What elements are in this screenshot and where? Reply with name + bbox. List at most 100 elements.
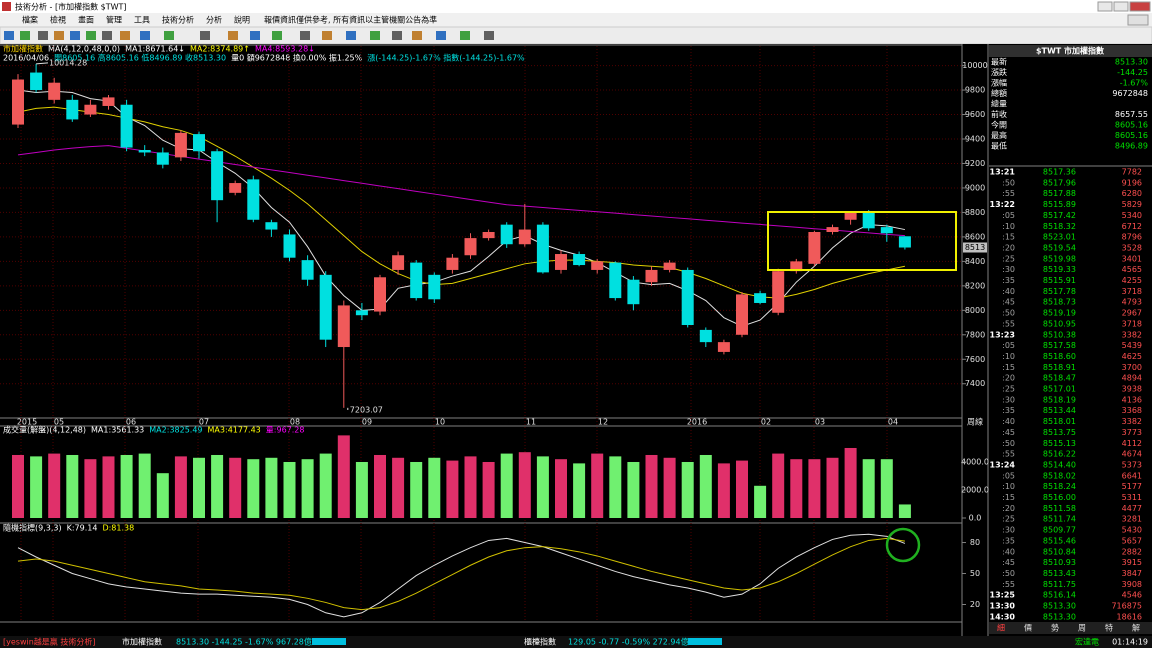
tool-button[interactable]: [228, 31, 238, 40]
volume-bar: [428, 457, 441, 518]
volume-bar: [283, 461, 296, 518]
candle-body: [573, 254, 586, 266]
y-tick-label: 9400: [965, 135, 985, 144]
menu-item[interactable]: 說明: [234, 15, 250, 25]
tick-volume: 2882: [1122, 547, 1142, 556]
quote-value: 8605.16: [1115, 121, 1148, 130]
panel-tab[interactable]: 特: [1105, 623, 1113, 633]
tool-button[interactable]: [370, 31, 380, 40]
tool-button[interactable]: [70, 31, 80, 40]
tick-volume: 18616: [1117, 612, 1142, 621]
y-tick-label: 9600: [965, 110, 985, 119]
tick-time: :55: [1002, 319, 1015, 328]
quote-label: 今開: [991, 120, 1007, 130]
menu-item[interactable]: 檔案: [22, 15, 38, 25]
child-window-controls[interactable]: [1127, 14, 1149, 26]
tick-time: :45: [1002, 298, 1015, 307]
tool-button[interactable]: [460, 31, 470, 40]
tick-time: 13:30: [990, 602, 1016, 611]
tick-volume: 5340: [1122, 211, 1142, 220]
notice: 報價資訊僅供參考, 所有資訊以主管機關公告為準: [264, 15, 437, 25]
tool-button[interactable]: [164, 31, 174, 40]
panel-tab[interactable]: 勢: [1051, 623, 1059, 633]
candle-body: [392, 255, 405, 270]
legend-item: MA(4,12,0,48,0,0): [48, 45, 120, 54]
tick-price: 8518.32: [1043, 222, 1076, 231]
tool-button[interactable]: [250, 31, 260, 40]
volume-bar: [627, 461, 640, 518]
tool-button[interactable]: [346, 31, 356, 40]
tool-button[interactable]: [140, 31, 150, 40]
ma-line: [17, 89, 905, 327]
legend-item: MA2:8374.89↑: [190, 45, 250, 54]
tick-price: 8517.01: [1043, 385, 1076, 394]
menu-item[interactable]: 管理: [106, 15, 122, 25]
candle-body: [790, 261, 803, 272]
tick-time: :10: [1002, 482, 1015, 491]
legend-item: 量:967.28: [266, 426, 305, 435]
x-tick-label: 11: [526, 418, 536, 427]
menu-item[interactable]: 檢視: [50, 15, 66, 25]
close[interactable]: [1129, 1, 1151, 12]
candle-body: [736, 294, 748, 335]
tool-button[interactable]: [54, 31, 64, 40]
panel-tab[interactable]: 價: [1024, 624, 1032, 633]
tool-button[interactable]: [200, 31, 210, 40]
candle-body: [536, 224, 549, 273]
quote-value: 8657.55: [1115, 110, 1148, 119]
volume-bar: [609, 456, 622, 518]
x-tick-label: 06: [126, 418, 136, 427]
quote-label: 漲幅: [991, 78, 1007, 88]
volume-bar: [880, 459, 893, 518]
tick-volume: 9196: [1122, 178, 1142, 187]
legend-item: MA4:8593.28↓: [255, 45, 315, 54]
tick-time: :50: [1002, 309, 1015, 318]
panel-tab[interactable]: 周: [1078, 624, 1086, 633]
tool-button[interactable]: [322, 31, 332, 40]
volume-bar: [374, 454, 386, 518]
tool-button[interactable]: [120, 31, 130, 40]
window-controls[interactable]: [1097, 1, 1151, 12]
tool-button[interactable]: [300, 31, 310, 40]
candle-body: [663, 262, 676, 270]
menu-item[interactable]: 技術分析: [162, 15, 194, 25]
tick-volume: 7782: [1122, 168, 1142, 177]
tick-price: 8518.47: [1043, 374, 1076, 383]
tool-button[interactable]: [412, 31, 422, 40]
tool-button[interactable]: [20, 31, 30, 40]
quote-label: 最新: [991, 57, 1007, 67]
tool-button[interactable]: [4, 31, 14, 40]
quote-value: -1.67%: [1120, 79, 1149, 88]
tool-button[interactable]: [392, 31, 402, 40]
tool-button[interactable]: [102, 31, 112, 40]
tool-button[interactable]: [484, 31, 494, 40]
menu-item[interactable]: 工具: [134, 16, 150, 25]
minimize[interactable]: [1097, 1, 1113, 12]
tick-price: 8511.58: [1043, 504, 1076, 513]
candle-body: [84, 104, 97, 115]
tool-button[interactable]: [38, 31, 48, 40]
tick-volume: 3382: [1122, 330, 1142, 339]
tick-volume: 716875: [1111, 602, 1142, 611]
panel-tab[interactable]: 細: [997, 623, 1005, 633]
quote-label: 總額: [991, 88, 1007, 98]
maximize[interactable]: [1113, 1, 1129, 12]
y-tick-label: 8800: [965, 208, 985, 217]
candle-body: [464, 238, 477, 256]
tick-time: :05: [1002, 211, 1015, 220]
tool-button[interactable]: [86, 31, 96, 40]
x-tick-label: 04: [888, 418, 898, 427]
panel-tab[interactable]: 解: [1132, 623, 1140, 633]
menu-item[interactable]: 分析: [206, 15, 222, 25]
volume-bar: [826, 457, 839, 518]
menu-item[interactable]: 畫面: [78, 15, 94, 25]
candle-body: [319, 274, 332, 340]
candle-body: [772, 271, 785, 313]
tool-button[interactable]: [272, 31, 282, 40]
tool-button[interactable]: [436, 31, 446, 40]
tick-volume: 4625: [1122, 352, 1142, 361]
y-tick-label: 8600: [965, 232, 985, 241]
volume-bar: [555, 459, 567, 518]
volume-bar: [247, 459, 260, 518]
volume-bar: [681, 461, 694, 518]
